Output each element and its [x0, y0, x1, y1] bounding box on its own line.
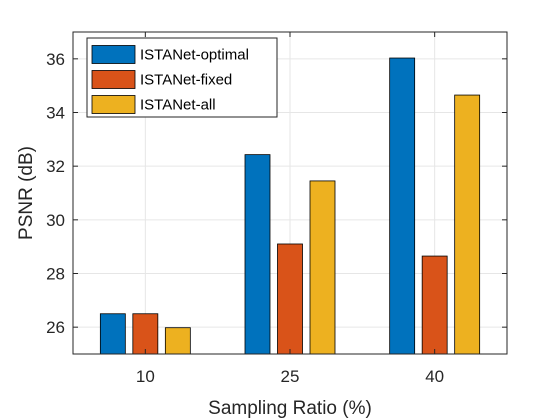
x-tick-label: 25: [281, 367, 300, 386]
legend-swatch-istanet-optimal: [91, 45, 136, 64]
bar-istanet-all-40: [454, 94, 481, 355]
bars: [99, 57, 481, 355]
bar-istanet-fixed-25: [277, 243, 303, 355]
bar-istanet-fixed-40: [421, 255, 448, 355]
ticks: 26 28 30 32 34 36 10 25 40: [46, 32, 507, 386]
legend-label-istanet-fixed: ISTANet-fixed: [140, 72, 232, 89]
y-tick-label: 36: [46, 50, 65, 69]
bar-istanet-optimal-40: [389, 57, 416, 355]
legend-label-istanet-optimal: ISTANet-optimal: [140, 47, 249, 64]
x-tick-label: 10: [136, 367, 155, 386]
legend-swatch-istanet-fixed: [91, 70, 136, 89]
y-tick-label: 26: [46, 318, 65, 337]
bar-istanet-all-10: [164, 327, 191, 355]
y-tick-label: 34: [46, 104, 65, 123]
legend-swatch-istanet-all: [91, 95, 136, 114]
x-tick-label: 40: [425, 367, 444, 386]
x-axis-label: Sampling Ratio (%): [208, 398, 372, 419]
legend-label-istanet-all: ISTANet-all: [140, 97, 216, 114]
bar-istanet-optimal-25: [244, 154, 271, 355]
bar-istanet-optimal-10: [99, 313, 126, 355]
bar-istanet-all-25: [309, 180, 336, 355]
y-tick-label: 28: [46, 265, 65, 284]
y-tick-label: 30: [46, 211, 65, 230]
bar-istanet-fixed-10: [132, 313, 159, 355]
legend: ISTANet-optimal ISTANet-fixed ISTANet-all: [86, 37, 278, 118]
y-axis-label: PSNR (dB): [16, 146, 37, 240]
y-tick-label: 32: [46, 157, 65, 176]
